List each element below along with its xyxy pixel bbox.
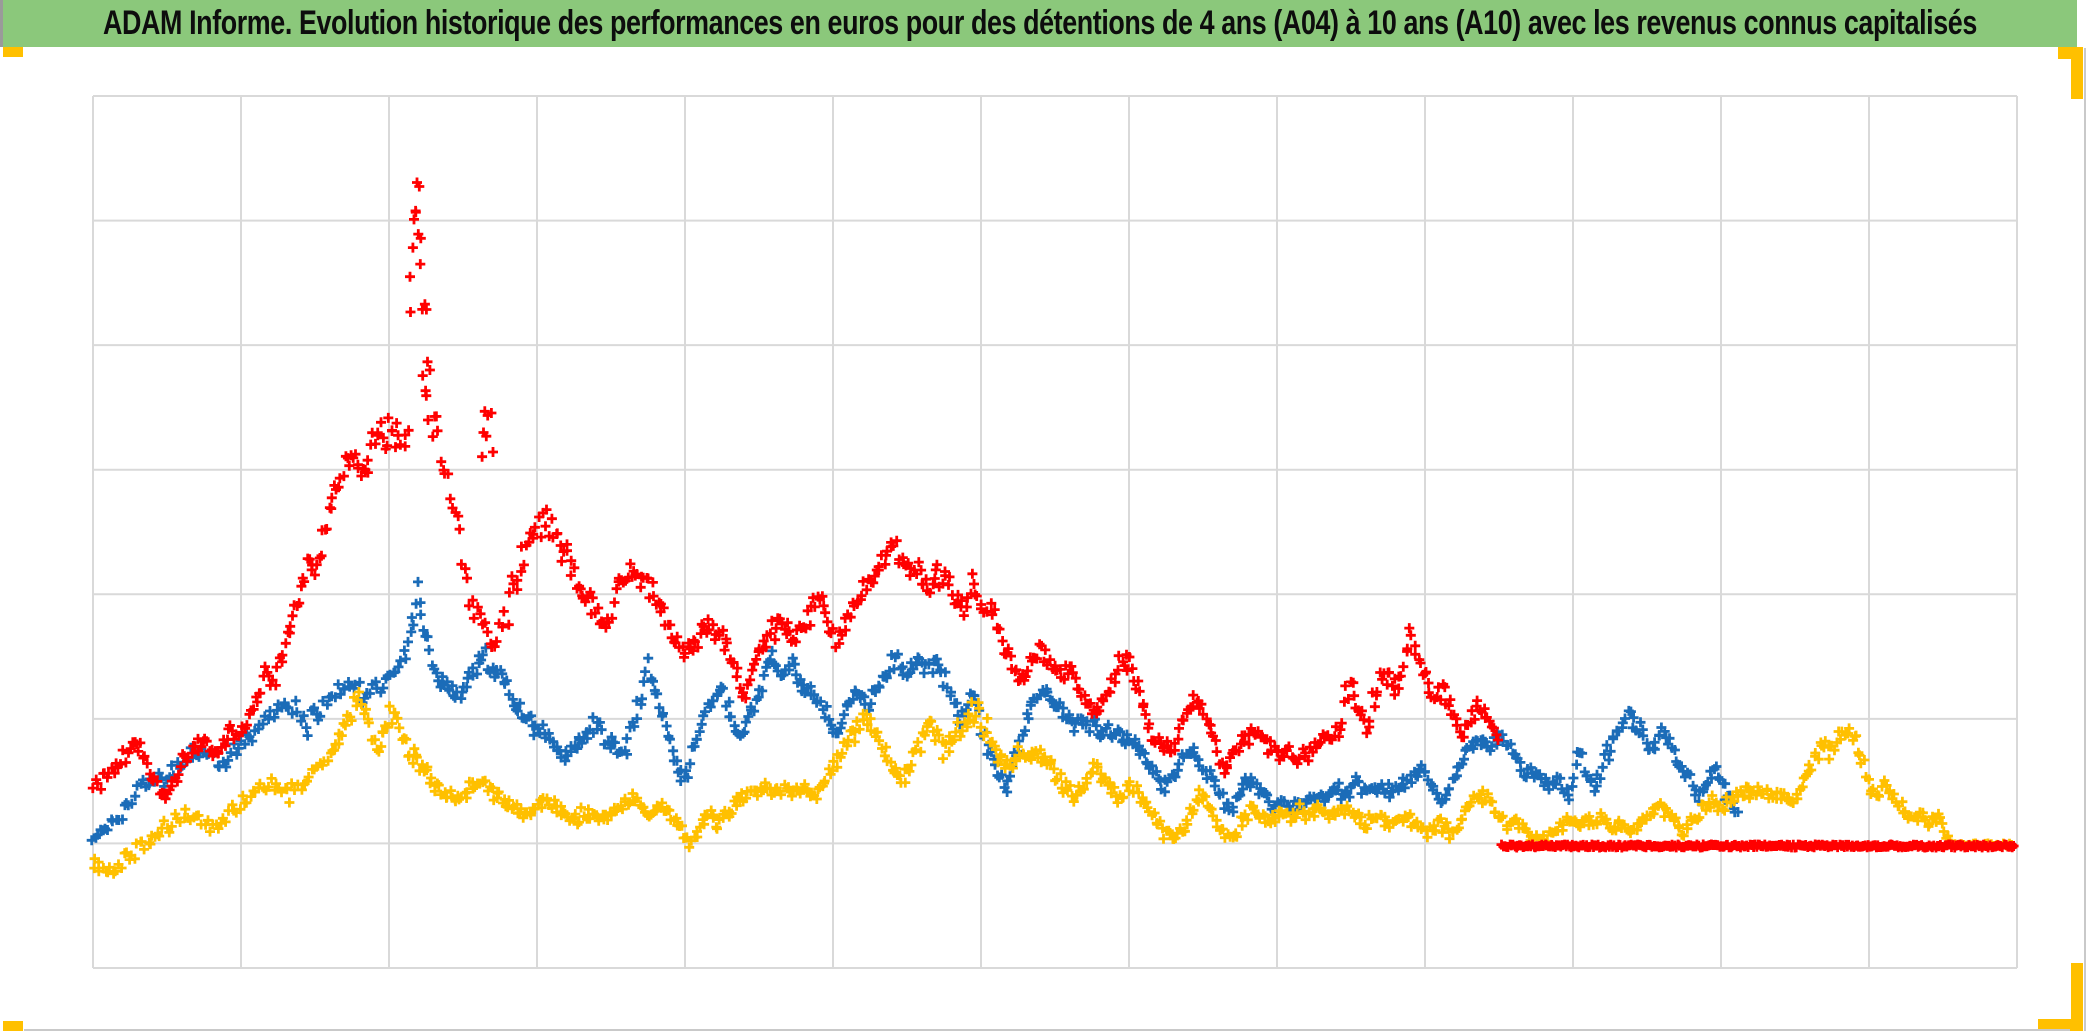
yellow-series-markers bbox=[89, 687, 2017, 879]
corner-accent-bottom-right-vertical bbox=[2071, 963, 2083, 1021]
slide-border-right bbox=[2084, 48, 2086, 1031]
corner-accent-bottom-left bbox=[3, 1021, 23, 1031]
corner-accent-bottom-right-horizontal bbox=[2038, 1019, 2083, 1031]
page-title: ADAM Informe. Evolution historique des p… bbox=[103, 4, 1977, 42]
slide-border-left bbox=[0, 0, 3, 47]
red-series-markers bbox=[87, 177, 2019, 853]
title-bar: ADAM Informe. Evolution historique des p… bbox=[3, 0, 2077, 47]
slide-border-bottom bbox=[24, 1029, 2070, 1031]
corner-accent-top-left bbox=[3, 47, 23, 57]
corner-accent-top-right-vertical bbox=[2071, 47, 2083, 99]
blue-series-markers bbox=[86, 576, 1743, 846]
